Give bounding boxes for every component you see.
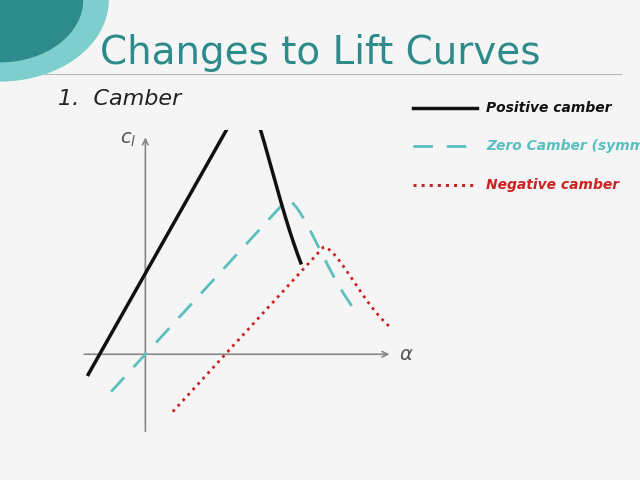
- Text: Zero Camber (symmetric): Zero Camber (symmetric): [486, 139, 640, 154]
- Text: Negative camber: Negative camber: [486, 178, 620, 192]
- Text: $c_l$: $c_l$: [120, 130, 136, 149]
- Text: Positive camber: Positive camber: [486, 101, 612, 115]
- Text: 1.  Camber: 1. Camber: [58, 89, 181, 109]
- Text: Changes to Lift Curves: Changes to Lift Curves: [100, 34, 540, 72]
- Text: $\alpha$: $\alpha$: [399, 345, 413, 364]
